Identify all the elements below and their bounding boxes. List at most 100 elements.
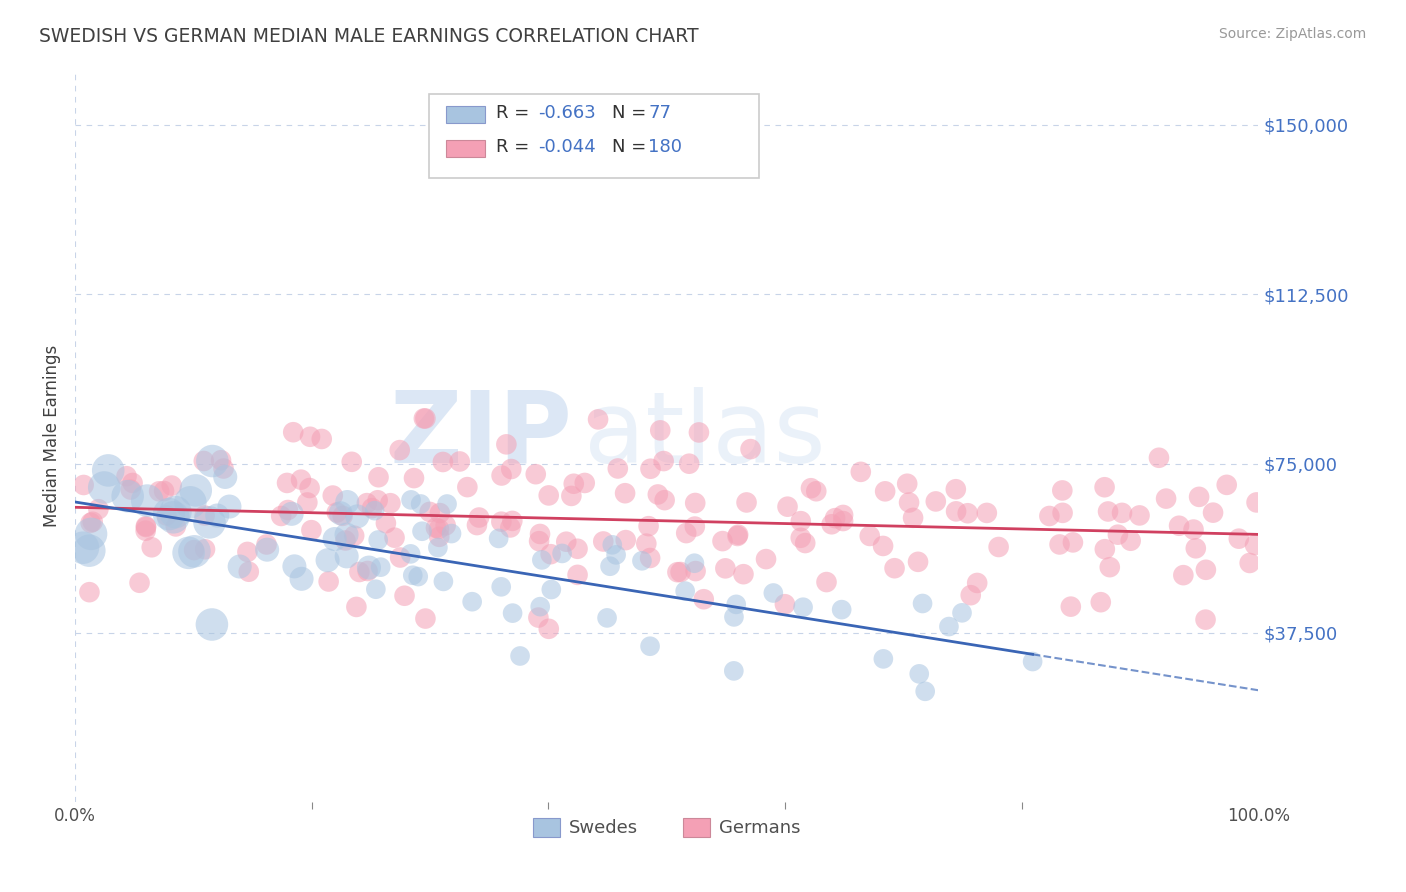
- Point: [574, 475, 596, 490]
- Point: [165, 519, 187, 533]
- Point: [1038, 508, 1060, 523]
- Point: [427, 530, 450, 544]
- Point: [406, 569, 429, 583]
- Point: [537, 488, 560, 502]
- Point: [389, 550, 412, 565]
- Point: [688, 425, 710, 440]
- Point: [599, 559, 621, 574]
- Text: 180: 180: [648, 138, 682, 156]
- Point: [209, 453, 232, 467]
- Point: [136, 493, 159, 508]
- Text: N =: N =: [612, 104, 651, 122]
- Point: [911, 597, 934, 611]
- Point: [1168, 518, 1191, 533]
- Point: [322, 489, 344, 503]
- Point: [449, 454, 471, 468]
- Point: [80, 527, 103, 541]
- Point: [824, 511, 846, 525]
- Point: [875, 484, 897, 499]
- Point: [832, 508, 855, 522]
- Point: [332, 508, 354, 523]
- Text: R =: R =: [496, 104, 536, 122]
- Point: [792, 600, 814, 615]
- Point: [155, 508, 177, 523]
- Point: [650, 423, 672, 437]
- Point: [555, 534, 578, 549]
- Text: 77: 77: [648, 104, 671, 122]
- Point: [586, 412, 609, 426]
- Point: [316, 553, 339, 567]
- Point: [685, 564, 707, 578]
- Point: [596, 611, 619, 625]
- Point: [654, 493, 676, 508]
- Point: [831, 602, 853, 616]
- Point: [427, 522, 450, 536]
- Point: [1239, 556, 1261, 570]
- Point: [367, 533, 389, 547]
- Point: [399, 492, 422, 507]
- Point: [361, 501, 384, 516]
- Point: [950, 606, 973, 620]
- Point: [762, 586, 785, 600]
- Point: [270, 508, 292, 523]
- Point: [1215, 478, 1237, 492]
- Point: [367, 470, 389, 484]
- Point: [363, 504, 385, 518]
- Point: [735, 495, 758, 509]
- Point: [800, 481, 823, 495]
- Point: [637, 519, 659, 533]
- Point: [218, 500, 240, 514]
- Point: [723, 610, 745, 624]
- Point: [1246, 495, 1268, 509]
- Point: [120, 483, 142, 497]
- Point: [733, 567, 755, 582]
- Point: [201, 617, 224, 632]
- Point: [344, 599, 367, 614]
- Point: [530, 553, 553, 567]
- Point: [135, 520, 157, 534]
- Point: [326, 506, 349, 520]
- Point: [290, 572, 312, 586]
- Point: [537, 622, 560, 636]
- Point: [605, 548, 627, 562]
- Point: [1147, 450, 1170, 465]
- Point: [524, 467, 547, 482]
- Point: [183, 543, 205, 558]
- Point: [794, 536, 817, 550]
- Point: [489, 580, 512, 594]
- Point: [614, 486, 637, 500]
- Point: [959, 588, 981, 602]
- Point: [290, 473, 312, 487]
- Point: [683, 519, 706, 533]
- Point: [908, 666, 931, 681]
- Point: [82, 515, 104, 529]
- Point: [79, 585, 101, 599]
- Point: [73, 478, 96, 492]
- Point: [72, 541, 94, 555]
- Point: [370, 560, 392, 574]
- Point: [567, 567, 589, 582]
- Point: [280, 507, 302, 521]
- Point: [636, 536, 658, 550]
- Point: [335, 533, 357, 548]
- Point: [551, 546, 574, 560]
- Text: atlas: atlas: [583, 387, 825, 483]
- Point: [349, 565, 371, 579]
- Point: [790, 531, 813, 545]
- Point: [1194, 613, 1216, 627]
- Point: [465, 518, 488, 533]
- Point: [509, 648, 531, 663]
- Point: [693, 592, 716, 607]
- Point: [727, 527, 749, 541]
- Point: [1052, 483, 1074, 498]
- Y-axis label: Median Male Earnings: Median Male Earnings: [44, 344, 60, 526]
- Point: [179, 495, 201, 509]
- Point: [184, 483, 207, 498]
- Point: [1090, 595, 1112, 609]
- Point: [117, 489, 139, 503]
- Point: [1182, 523, 1205, 537]
- Point: [148, 484, 170, 499]
- Point: [214, 470, 236, 484]
- Point: [115, 469, 138, 483]
- Point: [388, 443, 411, 458]
